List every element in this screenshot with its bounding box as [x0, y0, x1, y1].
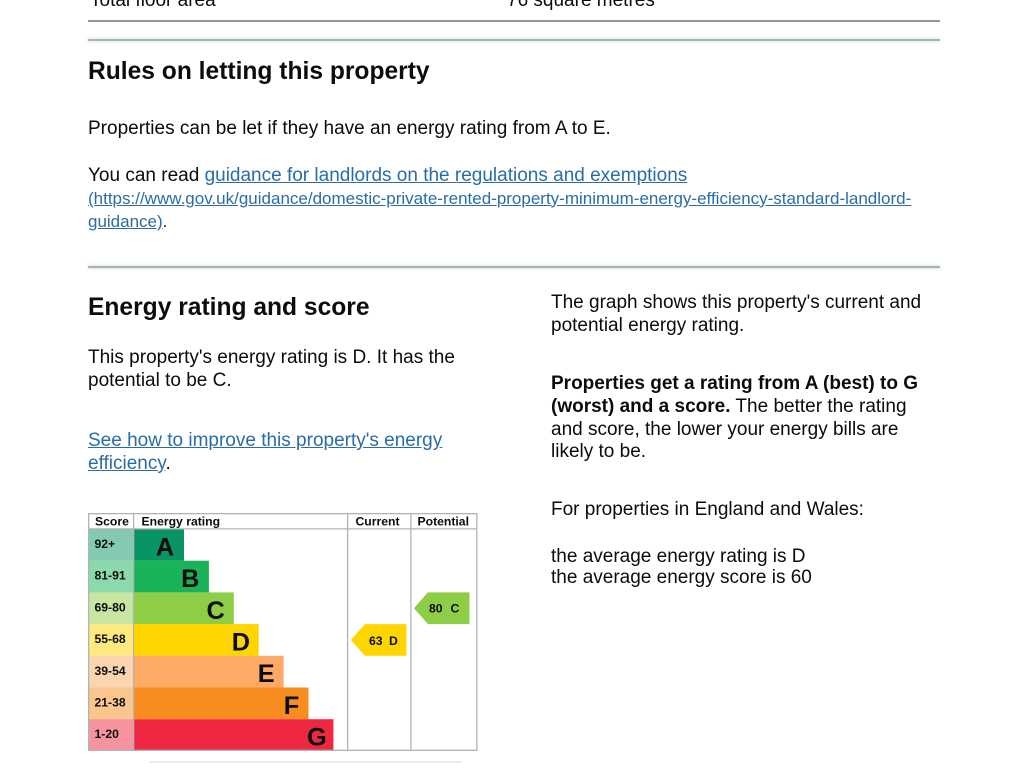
svg-text:A: A: [156, 533, 174, 561]
svg-text:C: C: [451, 601, 460, 615]
svg-text:69-80: 69-80: [95, 600, 126, 614]
svg-text:Score: Score: [95, 514, 129, 528]
svg-text:C: C: [206, 597, 224, 625]
svg-text:G: G: [307, 724, 327, 751]
svg-text:21-38: 21-38: [95, 696, 126, 710]
svg-text:39-54: 39-54: [95, 664, 126, 678]
svg-text:Energy rating: Energy rating: [142, 514, 221, 528]
svg-text:1-20: 1-20: [95, 727, 120, 741]
svg-text:B: B: [181, 565, 199, 593]
svg-text:80: 80: [429, 601, 443, 615]
svg-text:D: D: [232, 629, 250, 657]
svg-text:55-68: 55-68: [95, 632, 126, 646]
svg-text:F: F: [284, 692, 299, 720]
svg-text:E: E: [258, 660, 275, 688]
svg-text:Current: Current: [356, 514, 400, 528]
svg-text:92+: 92+: [95, 537, 116, 551]
svg-text:63: 63: [369, 634, 383, 648]
svg-text:Potential: Potential: [418, 514, 469, 528]
svg-text:D: D: [389, 634, 398, 648]
svg-text:81-91: 81-91: [95, 569, 126, 583]
